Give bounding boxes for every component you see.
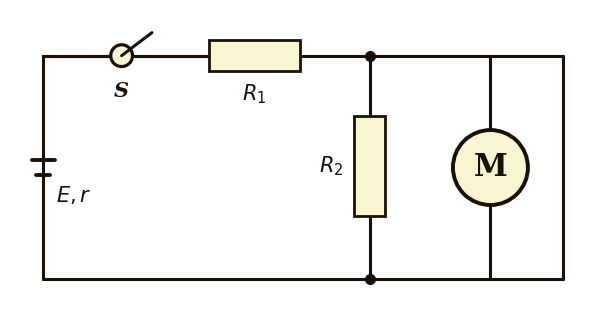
Bar: [209, 40, 300, 71]
Text: S: S: [114, 81, 129, 101]
Circle shape: [111, 45, 133, 66]
Text: $R_2$: $R_2$: [319, 154, 343, 178]
Bar: [354, 116, 385, 216]
Text: $E,r$: $E,r$: [56, 185, 92, 207]
Text: M: M: [473, 152, 507, 183]
Circle shape: [453, 130, 528, 205]
Text: $R_1$: $R_1$: [242, 82, 267, 106]
